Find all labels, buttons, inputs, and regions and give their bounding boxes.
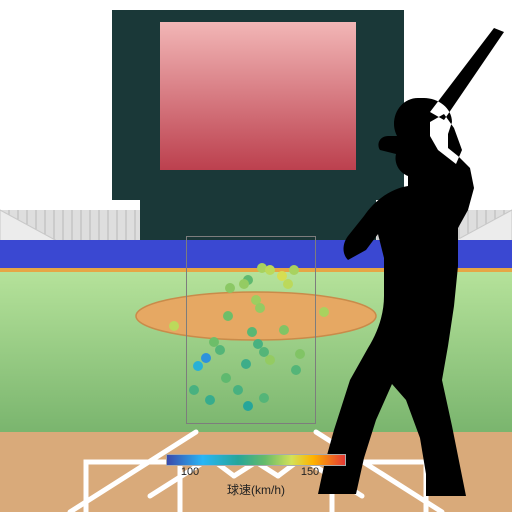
- stadium-background: [0, 0, 512, 512]
- pitch-marker: [265, 355, 275, 365]
- pitch-marker: [205, 395, 215, 405]
- colorbar-ticks: 100 150: [166, 466, 346, 480]
- pitch-marker: [233, 385, 243, 395]
- pitch-marker: [259, 393, 269, 403]
- colorbar-title: 球速(km/h): [166, 481, 346, 498]
- pitch-marker: [169, 321, 179, 331]
- pitch-marker: [265, 265, 275, 275]
- pitch-marker: [193, 361, 203, 371]
- pitch-marker: [289, 265, 299, 275]
- pitch-marker: [283, 279, 293, 289]
- pitch-location-chart: 100 150 球速(km/h): [0, 0, 512, 512]
- pitch-marker: [279, 325, 289, 335]
- pitch-marker: [243, 401, 253, 411]
- pitch-marker: [239, 279, 249, 289]
- pitch-marker: [319, 307, 329, 317]
- pitch-marker: [215, 345, 225, 355]
- colorbar-legend: 100 150 球速(km/h): [166, 454, 346, 498]
- colorbar-tick: 100: [181, 466, 199, 478]
- colorbar-tick: 150: [301, 466, 319, 478]
- pitch-marker: [255, 303, 265, 313]
- colorbar-gradient: [166, 454, 346, 466]
- pitch-marker: [223, 311, 233, 321]
- pitch-marker: [291, 365, 301, 375]
- pitch-marker: [201, 353, 211, 363]
- pitch-marker: [241, 359, 251, 369]
- pitch-marker: [221, 373, 231, 383]
- pitch-marker: [247, 327, 257, 337]
- pitch-marker: [225, 283, 235, 293]
- pitch-marker: [295, 349, 305, 359]
- pitch-marker: [189, 385, 199, 395]
